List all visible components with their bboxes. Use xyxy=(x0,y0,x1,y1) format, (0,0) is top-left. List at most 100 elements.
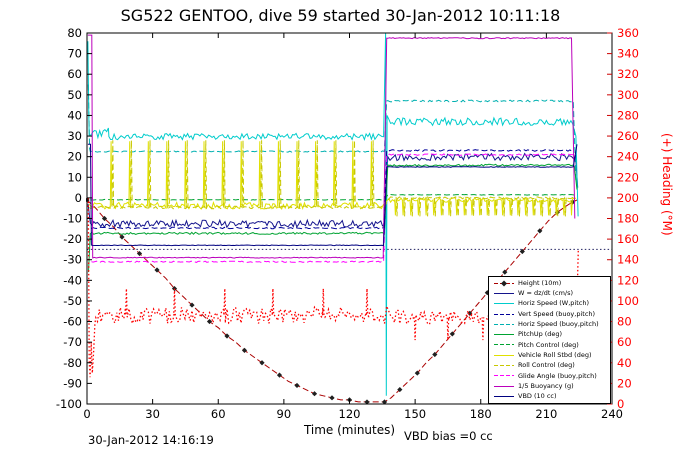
legend-line-sample xyxy=(494,385,514,387)
legend-label: VBD (10 cc) xyxy=(518,392,557,401)
legend-line-sample xyxy=(494,344,514,346)
legend-entry: Roll Control (deg) xyxy=(489,360,610,370)
series-vert_speed_buoy_pitch xyxy=(91,149,574,230)
legend-entry: Glide Angle (buoy,pitch) xyxy=(489,371,610,381)
x-tick-label: 90 xyxy=(277,407,292,421)
x-tick-label: 210 xyxy=(535,407,557,421)
legend: Height (10m) W = dz/dt (cm/s) Horiz Speed … xyxy=(488,276,611,404)
series-pitch_control xyxy=(90,193,575,201)
series-height-markers xyxy=(86,197,576,405)
legend-line-sample xyxy=(494,292,514,294)
x-tick-label: 240 xyxy=(601,407,623,421)
legend-line-sample xyxy=(494,375,514,377)
y-left-tick-label: 70 xyxy=(67,47,82,61)
y-left-tick-label: 60 xyxy=(67,67,82,81)
y-left-tick-label: -50 xyxy=(63,294,82,308)
y-right-tick-label: 80 xyxy=(617,315,632,329)
x-tick-label: 120 xyxy=(339,407,361,421)
y-right-tick-label: 360 xyxy=(617,26,639,40)
y-right-tick-label: 240 xyxy=(617,150,639,164)
legend-entry: 1/5 Buoyancy (g) xyxy=(489,381,610,391)
x-tick-label: 0 xyxy=(83,407,90,421)
legend-entry: Vert Speed (buoy,pitch) xyxy=(489,309,610,319)
series-w_dzdt xyxy=(87,152,579,229)
y-right-tick-label: 260 xyxy=(617,129,639,143)
y-left-tick-label: 20 xyxy=(67,150,82,164)
legend-entry: VBD (10 cc) xyxy=(489,391,610,401)
y-left-tick-label: -20 xyxy=(63,232,82,246)
y-right-tick-label: 200 xyxy=(617,191,639,205)
y-right-tick-label: 100 xyxy=(617,294,639,308)
series-glide_angle xyxy=(91,153,574,263)
legend-label: Glide Angle (buoy,pitch) xyxy=(518,371,597,380)
legend-label: PitchUp (deg) xyxy=(518,330,563,339)
legend-entry: Horiz Speed (W,pitch) xyxy=(489,299,610,309)
legend-entry: Horiz Speed (buoy,pitch) xyxy=(489,319,610,329)
legend-line-sample xyxy=(494,365,514,367)
legend-line-sample xyxy=(494,354,514,356)
y-right-tick-label: 120 xyxy=(617,273,639,287)
y-left-tick-label: -100 xyxy=(56,397,82,411)
y-left-tick-label: -40 xyxy=(63,273,82,287)
y-right-tick-label: 340 xyxy=(617,47,639,61)
y-right-tick-label: 140 xyxy=(617,253,639,267)
series-heading xyxy=(87,197,579,378)
x-tick-label: 60 xyxy=(211,407,226,421)
legend-entry: Height (10m) xyxy=(489,278,610,288)
x-tick-label: 30 xyxy=(145,407,160,421)
series-vbd xyxy=(87,143,578,247)
y-right-tick-label: 160 xyxy=(617,232,639,246)
legend-line-sample xyxy=(494,303,514,305)
y-left-tick-label: 80 xyxy=(67,26,82,40)
y-left-tick-label: -30 xyxy=(63,253,82,267)
y-left-tick-label: 0 xyxy=(75,191,82,205)
legend-entry: PitchUp (deg) xyxy=(489,329,610,339)
right-y-axis-label: (+) Heading (°M) xyxy=(660,133,674,236)
x-axis-label: Time (minutes) xyxy=(303,423,396,437)
chart-title: SG522 GENTOO, dive 59 started 30-Jan-201… xyxy=(120,6,561,25)
legend-line-sample xyxy=(494,395,514,397)
legend-line-sample xyxy=(494,280,514,287)
legend-label: W = dz/dt (cm/s) xyxy=(518,289,574,298)
legend-line-sample xyxy=(494,334,514,336)
y-right-tick-label: 220 xyxy=(617,170,639,184)
y-left-tick-label: 50 xyxy=(67,88,82,102)
legend-label: Pitch Control (deg) xyxy=(518,340,579,349)
series-roll_control xyxy=(88,140,577,217)
y-left-tick-label: -10 xyxy=(63,212,82,226)
legend-entry: W = dz/dt (cm/s) xyxy=(489,288,610,298)
y-right-tick-label: 60 xyxy=(617,335,632,349)
y-left-tick-label: 30 xyxy=(67,129,82,143)
legend-line-sample xyxy=(494,313,514,315)
legend-label: Roll Control (deg) xyxy=(518,361,575,370)
legend-label: Horiz Speed (W,pitch) xyxy=(518,299,590,308)
y-right-tick-label: 320 xyxy=(617,67,639,81)
x-tick-label: 180 xyxy=(470,407,492,421)
y-left-tick-label: -90 xyxy=(63,376,82,390)
legend-label: Vert Speed (buoy,pitch) xyxy=(518,309,596,318)
series-horiz_speed_w_pitch xyxy=(87,32,579,396)
y-left-tick-label: -70 xyxy=(63,335,82,349)
y-left-tick-label: -80 xyxy=(63,356,82,370)
y-right-tick-label: 300 xyxy=(617,88,639,102)
series-vehicle_roll_stbd xyxy=(88,141,577,216)
y-right-tick-label: 180 xyxy=(617,212,639,226)
series-pitch_up xyxy=(88,163,578,273)
legend-label: Horiz Speed (buoy,pitch) xyxy=(518,320,599,329)
legend-label: 1/5 Buoyancy (g) xyxy=(518,381,574,390)
legend-label: Height (10m) xyxy=(518,278,562,287)
x-tick-label: 150 xyxy=(404,407,426,421)
plot-datetime-text: 30-Jan-2012 14:16:19 xyxy=(88,433,214,447)
legend-entry: Pitch Control (deg) xyxy=(489,340,610,350)
y-right-tick-label: 0 xyxy=(617,397,624,411)
y-left-tick-label: 10 xyxy=(67,170,82,184)
legend-label: Vehicle Roll Stbd (deg) xyxy=(518,350,592,359)
y-right-tick-label: 40 xyxy=(617,356,632,370)
y-left-tick-label: -60 xyxy=(63,315,82,329)
y-right-tick-label: 280 xyxy=(617,108,639,122)
legend-entry: Vehicle Roll Stbd (deg) xyxy=(489,350,610,360)
series-buoyancy_fifth xyxy=(87,34,576,259)
legend-line-sample xyxy=(494,323,514,325)
y-left-tick-label: 40 xyxy=(67,108,82,122)
